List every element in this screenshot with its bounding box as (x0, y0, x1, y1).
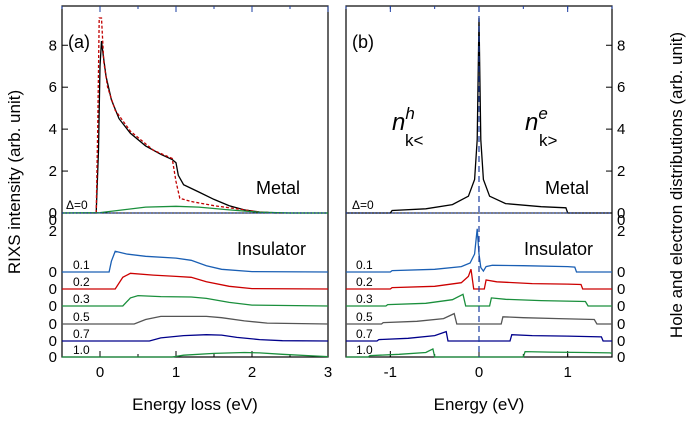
delta-label-b-5: 1.0 (356, 343, 373, 357)
offset-label-b-1: 0 (617, 281, 625, 298)
x-tick-label-b-0: -1 (384, 364, 397, 381)
panel-a-ylabel: RIXS intensity (arb. unit) (5, 90, 24, 274)
y-tick-label-a-0: 0 (49, 205, 57, 222)
delta-label-b-0: 0.1 (356, 258, 373, 272)
panel-a-delta0-label: Δ=0 (66, 198, 88, 212)
delta-label-a-4: 0.7 (73, 327, 90, 341)
insulator-curve-b-3 (346, 312, 612, 325)
panel-a-insulator-label: Insulator (237, 239, 306, 259)
x-tick-label-a-0: 0 (96, 364, 104, 381)
y-tick-label-a-2: 4 (49, 121, 57, 138)
offset-label-b-0: 0 (617, 264, 625, 281)
y-tick-label-a-3: 6 (49, 79, 57, 96)
low-top-zero-b: 0 (617, 212, 625, 229)
offset-label-b-5: 0 (617, 349, 625, 366)
panel-b-label: (b) (352, 32, 374, 52)
metal-curve-a-2 (61, 205, 328, 214)
panel-b-delta0-label: Δ=0 (352, 198, 374, 212)
x-tick-label-a-3: 3 (324, 364, 332, 381)
panel-a-frame (61, 5, 329, 358)
hole-distribution-label: nh (392, 104, 415, 136)
offset-label-a-4: 0 (49, 333, 57, 350)
delta-label-a-1: 0.2 (73, 275, 90, 289)
delta-label-b-4: 0.7 (356, 327, 373, 341)
delta-label-a-0: 0.1 (73, 258, 90, 272)
insulator-curve-b-2 (346, 293, 612, 307)
y-tick-label-b-4: 8 (617, 37, 625, 54)
panel-b-ylabel: Hole and electron distributions (arb. un… (667, 32, 686, 338)
offset-label-b-2: 0 (617, 298, 625, 315)
x-tick-label-a-2: 2 (248, 364, 256, 381)
insulator-curve-a-1 (62, 272, 329, 290)
insulator-curve-a-0 (62, 250, 329, 273)
panel-a-metal-label: Metal (256, 178, 300, 198)
low-top-two-b: 2 (617, 223, 625, 240)
y-tick-label-b-3: 6 (617, 79, 625, 96)
electron-distribution-label: ne (525, 104, 548, 136)
x-tick-label-b-1: 0 (475, 364, 483, 381)
panel-a-curves: 0.1 0.2 0.3 0.5 0.7 1.0 (61, 17, 329, 358)
electron-distribution-subscript: k> (539, 131, 558, 150)
panel-b-metal-label: Metal (545, 178, 589, 198)
offset-label-a-5: 0 (49, 349, 57, 366)
metal-curve-a-1 (95, 17, 283, 214)
insulator-curve-a-5 (62, 351, 329, 358)
low-top-zero-a: 0 (49, 212, 57, 229)
panel-a-xlabel: Energy loss (eV) (132, 395, 258, 414)
offset-label-a-0: 0 (49, 264, 57, 281)
offset-label-a-3: 0 (49, 316, 57, 333)
insulator-curve-a-3 (62, 315, 329, 325)
delta-label-b-2: 0.3 (356, 292, 373, 306)
y-tick-label-b-2: 4 (617, 121, 625, 138)
y-tick-label-a-1: 2 (49, 163, 57, 180)
offset-label-a-1: 0 (49, 281, 57, 298)
delta-label-b-3: 0.5 (356, 310, 373, 324)
panel-b-insulator-label: Insulator (524, 239, 593, 259)
delta-label-a-2: 0.3 (73, 292, 90, 306)
insulator-curve-a-4 (62, 334, 329, 342)
delta-label-a-3: 0.5 (73, 310, 90, 324)
panel-b-curves: 0.1 0.2 0.3 0.5 0.7 1.0 (346, 6, 613, 358)
y-tick-label-b-0: 0 (617, 205, 625, 222)
offset-label-b-4: 0 (617, 333, 625, 350)
hole-distribution-subscript: k< (405, 131, 424, 150)
panel-a-label: (a) (68, 32, 90, 52)
x-tick-label-b-2: 1 (563, 364, 571, 381)
insulator-curve-b-0 (346, 228, 612, 273)
insulator-curve-a-2 (62, 294, 329, 307)
low-top-two-a: 2 (49, 223, 57, 240)
metal-curve-a-0 (62, 41, 328, 214)
delta-label-b-1: 0.2 (356, 275, 373, 289)
insulator-curve-b-5 (346, 347, 613, 358)
y-tick-label-a-4: 8 (49, 37, 57, 54)
offset-label-b-3: 0 (617, 316, 625, 333)
x-tick-label-a-1: 1 (172, 364, 180, 381)
offset-label-a-2: 0 (49, 298, 57, 315)
delta-label-a-5: 1.0 (73, 343, 90, 357)
panel-b-xlabel: Energy (eV) (434, 395, 525, 414)
y-tick-label-b-1: 2 (617, 163, 625, 180)
